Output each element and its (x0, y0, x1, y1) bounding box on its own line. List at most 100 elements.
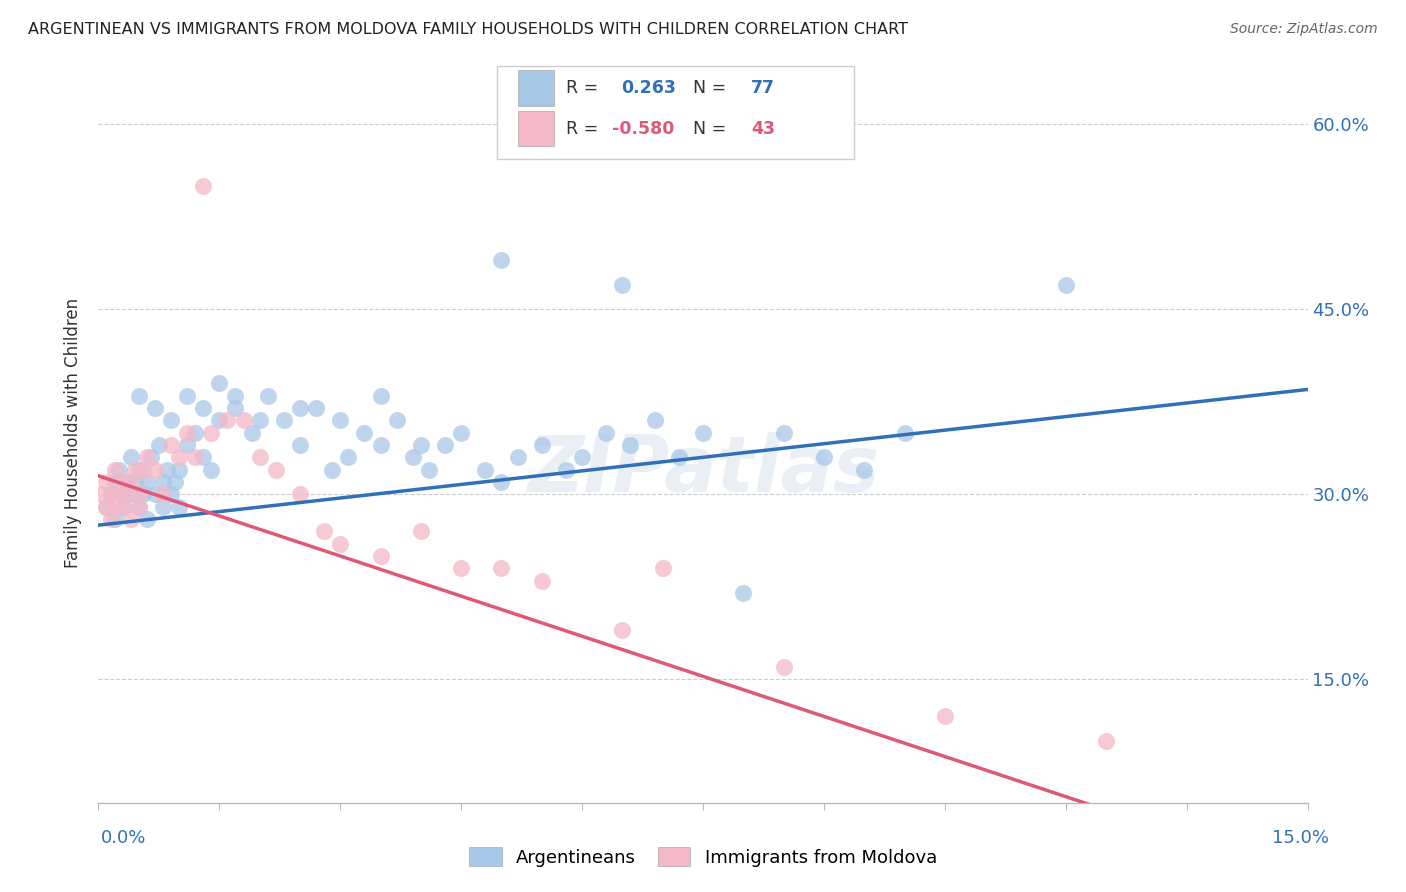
Point (644, 413, 666, 427)
Point (329, 413, 352, 427)
Point (143, 462, 166, 476)
Point (128, 487, 150, 501)
Point (132, 487, 155, 501)
Point (491, 252, 513, 267)
Point (321, 462, 343, 476)
Point (555, 462, 578, 476)
Point (135, 475, 157, 489)
Point (167, 500, 190, 514)
Point (128, 500, 150, 514)
Point (249, 413, 271, 427)
Point (224, 401, 246, 415)
Point (385, 413, 408, 427)
Point (409, 524, 432, 539)
Point (772, 660, 794, 674)
Text: 0.263: 0.263 (621, 78, 676, 97)
Point (124, 475, 146, 489)
Point (288, 487, 311, 501)
Point (353, 425, 375, 440)
Text: R =: R = (567, 78, 599, 97)
Point (193, 178, 215, 193)
Text: N =: N = (693, 120, 727, 137)
Point (208, 376, 231, 391)
Legend: Argentineans, Immigrants from Moldova: Argentineans, Immigrants from Moldova (463, 840, 943, 874)
Point (143, 401, 166, 415)
Point (619, 438, 641, 452)
Point (128, 462, 150, 476)
Point (96, 500, 118, 514)
Point (1054, 277, 1077, 292)
Point (160, 438, 183, 452)
Point (96, 500, 118, 514)
Point (111, 475, 134, 489)
Point (176, 389, 198, 403)
Point (152, 500, 174, 514)
Point (111, 500, 134, 514)
Point (103, 462, 125, 476)
Point (370, 389, 392, 403)
Point (100, 487, 122, 501)
Bar (517, 111, 554, 146)
Point (418, 462, 440, 476)
Point (370, 438, 392, 452)
Point (288, 401, 311, 415)
Point (100, 512, 122, 526)
Point (103, 475, 125, 489)
Point (474, 462, 496, 476)
Point (107, 487, 129, 501)
Point (128, 389, 150, 403)
Point (506, 450, 529, 465)
Point (434, 438, 457, 452)
Point (571, 450, 593, 465)
Point (184, 425, 207, 440)
Point (651, 561, 673, 575)
Point (152, 475, 174, 489)
Point (103, 500, 125, 514)
Point (193, 401, 215, 415)
Point (329, 536, 352, 550)
Point (115, 475, 138, 489)
Point (120, 475, 142, 489)
Point (305, 401, 328, 415)
Point (217, 413, 239, 427)
Text: ARGENTINEAN VS IMMIGRANTS FROM MOLDOVA FAMILY HOUSEHOLDS WITH CHILDREN CORRELATI: ARGENTINEAN VS IMMIGRANTS FROM MOLDOVA F… (28, 22, 908, 37)
Point (491, 561, 513, 575)
Text: R =: R = (567, 120, 599, 137)
Point (692, 425, 714, 440)
Point (143, 487, 166, 501)
Text: 15.0%: 15.0% (1271, 829, 1329, 847)
Point (167, 450, 190, 465)
Point (176, 425, 198, 440)
Point (491, 475, 513, 489)
Point (128, 500, 150, 514)
Point (314, 524, 336, 539)
Text: 77: 77 (751, 78, 775, 97)
Point (135, 512, 157, 526)
Point (135, 450, 157, 465)
Text: N =: N = (693, 78, 727, 97)
Point (184, 450, 207, 465)
Point (160, 487, 183, 501)
Text: ZIPatlas: ZIPatlas (527, 432, 879, 508)
Point (893, 425, 915, 440)
Point (139, 450, 162, 465)
Point (668, 450, 690, 465)
Point (370, 549, 392, 563)
Point (288, 438, 311, 452)
Point (100, 487, 122, 501)
Point (120, 512, 142, 526)
Point (450, 425, 472, 440)
Bar (517, 70, 554, 105)
Point (273, 413, 295, 427)
Point (120, 450, 142, 465)
Point (107, 462, 129, 476)
Point (853, 462, 876, 476)
Point (91, 487, 114, 501)
Point (132, 462, 155, 476)
Point (813, 450, 835, 465)
Point (193, 450, 215, 465)
Text: Source: ZipAtlas.com: Source: ZipAtlas.com (1230, 22, 1378, 37)
Point (96, 475, 118, 489)
Point (530, 574, 553, 588)
Point (264, 462, 287, 476)
